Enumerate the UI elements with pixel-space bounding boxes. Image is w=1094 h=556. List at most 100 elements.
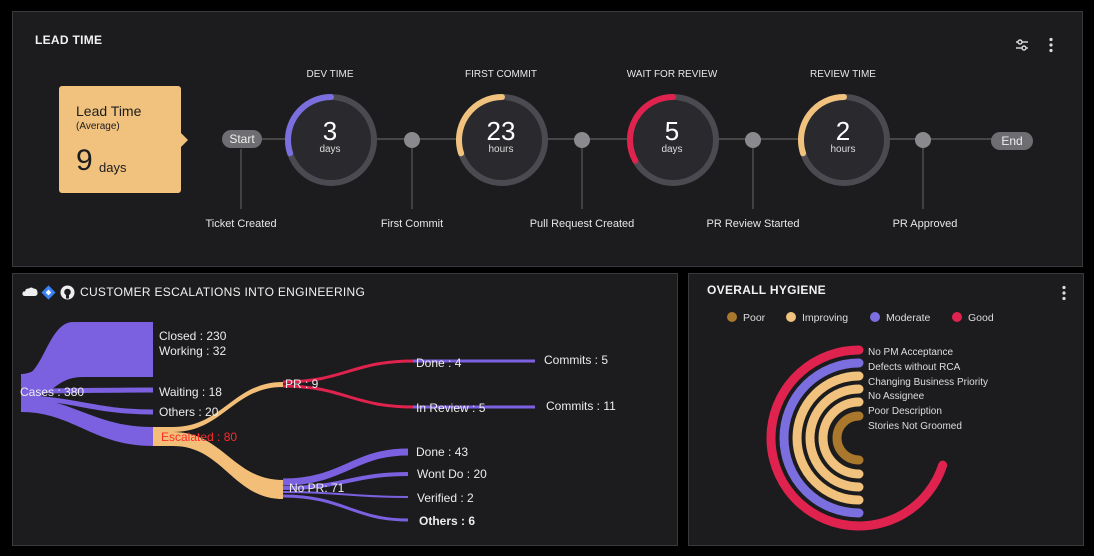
timeline-start-pill: Start: [222, 130, 262, 148]
stage-unit-review-time: hours: [830, 144, 856, 155]
stage-value-dev-time: 3: [322, 116, 338, 146]
legend-dot-good: [952, 312, 962, 322]
sankey-label-others: Others : 20: [159, 405, 219, 419]
legend-label-improving: Improving: [802, 312, 849, 324]
stage-unit-first-commit: hours: [488, 144, 514, 155]
hygiene-radial-chart: [766, 345, 948, 531]
sankey-label-closed: Closed : 230: [159, 329, 227, 343]
flow-nopr-others[interactable]: [282, 494, 409, 522]
more-menu-icon[interactable]: [1042, 36, 1060, 54]
sankey-label-others-nopr: Others : 6: [419, 514, 476, 528]
jira-icon: [41, 285, 56, 300]
stage-label-wait-for-review: WAIT FOR REVIEW: [626, 69, 718, 80]
sankey-label-verified: Verified : 2: [417, 491, 474, 505]
sankey-label-working: Working : 32: [159, 344, 227, 358]
sankey-label-wont-do: Wont Do : 20: [417, 467, 487, 481]
salesforce-icon: [22, 285, 38, 299]
hygiene-category-label: Defects without RCA: [868, 362, 961, 373]
stage-label-dev-time: DEV TIME: [306, 69, 354, 80]
legend-dot-improving: [786, 312, 796, 322]
more-menu-icon[interactable]: [1055, 284, 1073, 302]
escalations-sankey: [20, 322, 535, 522]
hygiene-panel: OVERALL HYGIENE Poor Improving Moderate …: [688, 273, 1084, 546]
hygiene-title: OVERALL HYGIENE: [707, 283, 826, 297]
event-label-first-commit: First Commit: [380, 218, 444, 230]
lead-time-timeline: [240, 94, 1013, 209]
hygiene-ring-arc[interactable]: [779, 358, 864, 518]
legend-item-poor[interactable]: Poor: [727, 312, 765, 324]
lead-time-card-value: 9: [76, 144, 93, 177]
escalations-title: CUSTOMER ESCALATIONS INTO ENGINEERING: [80, 285, 366, 299]
hygiene-ring-arc[interactable]: [805, 384, 864, 492]
flow-escalated-pr[interactable]: [173, 382, 283, 432]
hygiene-category-label: Stories Not Groomed: [868, 421, 962, 432]
hygiene-ring-arc[interactable]: [766, 345, 948, 531]
hygiene-category-label: No PM Acceptance: [868, 347, 954, 358]
stage-value-wait-for-review: 5: [664, 116, 680, 146]
lead-time-title: LEAD TIME: [35, 33, 103, 47]
hygiene-category-label: No Assignee: [868, 391, 925, 402]
lead-time-panel: LEAD TIME Lead Time (Average) 9 days Sta…: [12, 11, 1083, 267]
stage-value-first-commit: 23: [486, 116, 516, 146]
flow-nopr-verified[interactable]: [282, 491, 409, 498]
event-label-pr-approved: PR Approved: [892, 218, 958, 230]
legend-item-good[interactable]: Good: [952, 312, 994, 324]
flow-cases-others[interactable]: [20, 395, 154, 415]
flow-pr-done[interactable]: [282, 359, 414, 384]
stage-ring-progress[interactable]: [798, 94, 847, 157]
legend-item-improving[interactable]: Improving: [786, 312, 848, 324]
flow-escalated-nopr[interactable]: [173, 432, 283, 499]
lead-time-card-subtitle: (Average): [76, 121, 120, 132]
lead-time-summary-card: Lead Time (Average) 9 days: [59, 86, 188, 193]
stage-ring-progress[interactable]: [285, 94, 334, 157]
sankey-label-pr: PR : 9: [285, 377, 319, 391]
stage-ring-progress[interactable]: [627, 94, 676, 164]
sankey-label-in-review: In Review : 5: [416, 401, 486, 415]
sankey-label-escalated: Escalated : 80: [161, 430, 238, 444]
timeline-node-pr-review[interactable]: [745, 132, 761, 148]
event-label-ticket-created: Ticket Created: [205, 218, 277, 230]
stage-ring-progress[interactable]: [456, 94, 505, 157]
hygiene-ring-arc[interactable]: [832, 411, 864, 465]
escalations-panel: CUSTOMER ESCALATIONS INTO ENGINEERING Ca…: [12, 273, 678, 546]
github-icon: [60, 285, 75, 300]
hygiene-ring-arc[interactable]: [818, 397, 864, 479]
legend-item-moderate[interactable]: Moderate: [870, 312, 930, 324]
timeline-end-pill: End: [991, 132, 1033, 150]
stage-unit-wait-for-review: days: [661, 144, 683, 155]
node-escalated[interactable]: [153, 427, 173, 446]
timeline-node-pr-approved[interactable]: [915, 132, 931, 148]
hygiene-ring-arc[interactable]: [792, 371, 864, 505]
hygiene-category-label: Poor Description: [868, 406, 942, 417]
timeline-node-pull-request[interactable]: [574, 132, 590, 148]
flow-cases-waiting[interactable]: [20, 387, 154, 394]
sankey-label-commits-done: Commits : 5: [544, 353, 609, 367]
flow-cases-escalated[interactable]: [21, 398, 153, 446]
timeline-node-first-commit[interactable]: [404, 132, 420, 148]
stage-unit-dev-time: days: [319, 144, 341, 155]
sankey-label-cases: Cases : 380: [20, 385, 85, 399]
sankey-label-no-pr: No PR: 71: [289, 481, 345, 495]
legend-dot-moderate: [870, 312, 880, 322]
legend-label-moderate: Moderate: [886, 312, 931, 324]
legend-dot-poor: [727, 312, 737, 322]
lead-time-card-title: Lead Time: [76, 103, 142, 119]
hygiene-category-label: Changing Business Priority: [868, 377, 989, 388]
flow-nopr-wontdo[interactable]: [282, 472, 409, 490]
stage-value-review-time: 2: [835, 116, 851, 146]
sankey-label-done-pr: Done : 4: [416, 356, 462, 370]
stage-label-first-commit: FIRST COMMIT: [464, 69, 538, 80]
flow-nopr-done[interactable]: [282, 448, 409, 486]
flow-pr-inreview[interactable]: [282, 384, 414, 409]
lead-time-card-unit: days: [99, 160, 127, 175]
sankey-label-commits-review: Commits : 11: [546, 399, 616, 413]
event-label-pull-request-created: Pull Request Created: [529, 218, 635, 230]
event-label-pr-review-started: PR Review Started: [706, 218, 800, 230]
sankey-label-waiting: Waiting : 18: [159, 385, 222, 399]
sankey-label-done-nopr: Done : 43: [416, 445, 469, 459]
stage-label-review-time: REVIEW TIME: [810, 69, 876, 80]
legend-label-poor: Poor: [743, 312, 766, 324]
flow-cases-to-closed-working[interactable]: [21, 322, 153, 400]
filter-sliders-icon[interactable]: [1013, 36, 1031, 54]
legend-label-good: Good: [968, 312, 994, 324]
